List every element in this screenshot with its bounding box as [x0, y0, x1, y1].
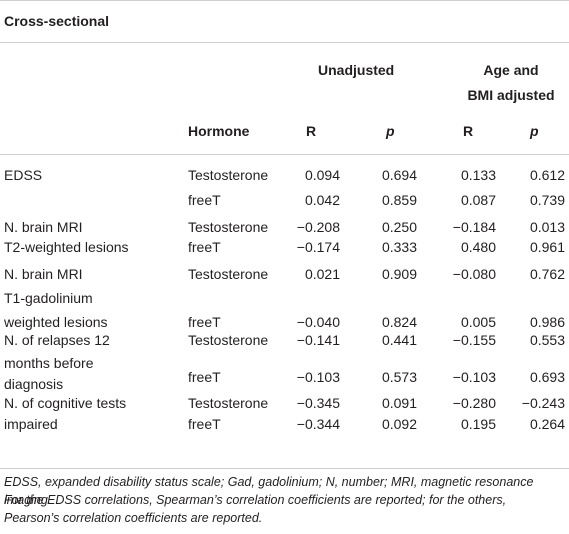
- p-unadjusted-cell: 0.859: [381, 192, 417, 208]
- section-title: Cross-sectional: [4, 13, 110, 29]
- hormone-cell: Testosterone: [188, 332, 269, 348]
- p-unadjusted-cell: 0.091: [381, 395, 417, 411]
- hormone-cell: freeT: [188, 314, 221, 330]
- variable-label: T2-weighted lesions: [4, 239, 129, 255]
- p-unadjusted-cell: 0.573: [381, 369, 417, 385]
- r-unadjusted-cell: 0.042: [304, 192, 340, 208]
- r-adjusted-cell: 0.195: [460, 416, 496, 432]
- p-unadjusted-cell: 0.092: [381, 416, 417, 432]
- hormone-header: Hormone: [188, 123, 250, 139]
- r-adjusted-cell: −0.080: [452, 266, 496, 282]
- variable-label: diagnosis: [4, 376, 64, 392]
- variable-label: N. brain MRI: [4, 266, 83, 282]
- r-unadjusted-header: R: [306, 123, 317, 139]
- r-unadjusted-cell: −0.040: [296, 314, 340, 330]
- hormone-cell: freeT: [188, 416, 221, 432]
- footnote-abbreviations: EDSS, expanded disability status scale; …: [4, 475, 534, 507]
- p-adjusted-cell: 0.612: [529, 167, 565, 183]
- hormone-cell: Testosterone: [188, 395, 269, 411]
- p-adjusted-cell: 0.739: [529, 192, 565, 208]
- p-unadjusted-cell: 0.441: [381, 332, 417, 348]
- r-unadjusted-cell: −0.208: [296, 219, 340, 235]
- variable-label: N. brain MRI: [4, 219, 83, 235]
- r-adjusted-cell: −0.155: [452, 332, 496, 348]
- hormone-cell: freeT: [188, 369, 221, 385]
- p-unadjusted-cell: 0.333: [381, 239, 417, 255]
- header-rule: [0, 154, 569, 155]
- p-unadjusted-cell: 0.909: [381, 266, 417, 282]
- unadjusted-header: Unadjusted: [318, 62, 395, 78]
- p-adjusted-cell: 0.264: [529, 416, 565, 432]
- r-adjusted-cell: 0.005: [460, 314, 496, 330]
- variable-label: N. of relapses 12: [4, 332, 110, 348]
- p-unadjusted-cell: 0.824: [381, 314, 417, 330]
- footnote-correlations: For the EDSS correlations, Spearman’s co…: [4, 493, 507, 525]
- p-unadjusted-cell: 0.694: [381, 167, 417, 183]
- p-unadjusted-cell: 0.250: [381, 219, 417, 235]
- variable-label: impaired: [4, 416, 58, 432]
- hormone-cell: Testosterone: [188, 266, 269, 282]
- hormone-cell: freeT: [188, 239, 221, 255]
- hormone-cell: Testosterone: [188, 167, 269, 183]
- r-adjusted-cell: −0.184: [452, 219, 496, 235]
- r-adjusted-cell: 0.480: [460, 239, 496, 255]
- p-adjusted-cell: 0.693: [529, 369, 565, 385]
- p-adjusted-cell: −0.243: [521, 395, 565, 411]
- p-adjusted-cell: 0.762: [529, 266, 565, 282]
- bottom-rule: [0, 468, 569, 469]
- adjusted-header-line1: Age and: [483, 62, 539, 78]
- p-adjusted-cell: 0.961: [529, 239, 565, 255]
- p-adjusted-cell: 0.553: [529, 332, 565, 348]
- r-unadjusted-cell: 0.021: [304, 266, 340, 282]
- variable-label: N. of cognitive tests: [4, 395, 127, 411]
- r-adjusted-cell: −0.280: [452, 395, 496, 411]
- hormone-cell: Testosterone: [188, 219, 269, 235]
- variable-label: weighted lesions: [4, 314, 108, 330]
- r-unadjusted-cell: −0.174: [296, 239, 340, 255]
- variable-label: months before: [4, 355, 94, 371]
- r-adjusted-header: R: [463, 123, 474, 139]
- r-unadjusted-cell: 0.094: [304, 167, 340, 183]
- r-unadjusted-cell: −0.345: [296, 395, 340, 411]
- p-unadjusted-header: p: [386, 123, 395, 139]
- r-adjusted-cell: 0.133: [460, 167, 496, 183]
- p-adjusted-cell: 0.013: [529, 219, 565, 235]
- r-unadjusted-cell: −0.141: [296, 332, 340, 348]
- variable-label: T1-gadolinium: [4, 290, 93, 306]
- r-unadjusted-cell: −0.103: [296, 369, 340, 385]
- r-unadjusted-cell: −0.344: [296, 416, 340, 432]
- variable-label: EDSS: [4, 167, 43, 183]
- top-rule: [0, 0, 569, 1]
- p-adjusted-cell: 0.986: [529, 314, 565, 330]
- adjusted-header-line2: BMI adjusted: [467, 87, 555, 103]
- p-adjusted-header: p: [530, 123, 539, 139]
- r-adjusted-cell: 0.087: [460, 192, 496, 208]
- r-adjusted-cell: −0.103: [452, 369, 496, 385]
- hormone-cell: freeT: [188, 192, 221, 208]
- section-rule: [0, 42, 569, 43]
